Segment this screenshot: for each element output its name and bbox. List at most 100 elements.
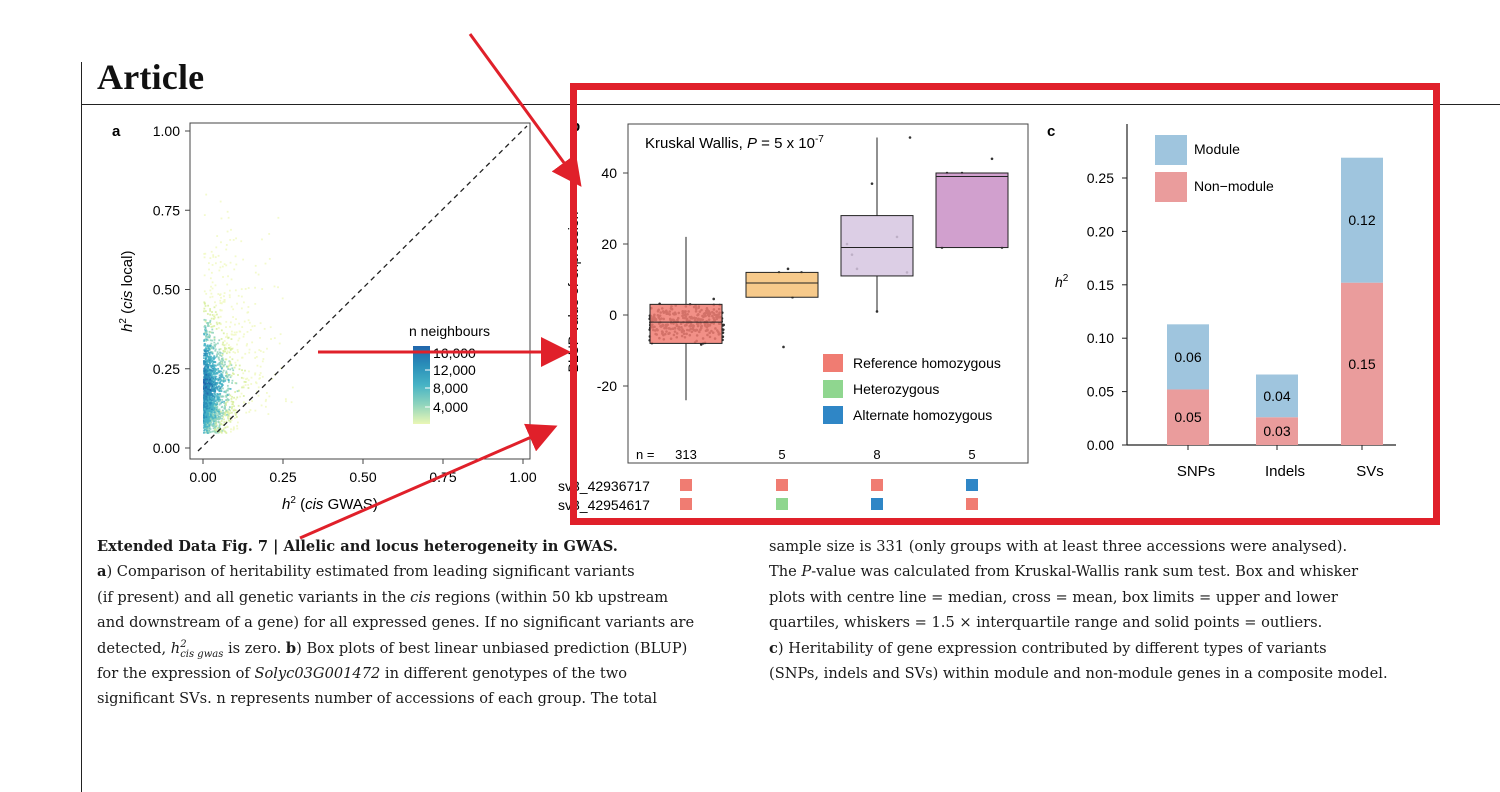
scatter-point [215,304,218,307]
group-count: 313 [675,447,697,462]
scatter-point [209,422,212,425]
box [840,215,914,277]
scatter-point [209,358,212,361]
scatter-point [230,407,233,410]
scatter-point [220,355,223,357]
panel-a: a 0.000.250.500.751.000.000.250.500.751.… [112,122,537,513]
scatter-point [234,413,237,416]
scatter-point [261,375,264,378]
scatter-point [214,316,216,319]
genotype-square [776,498,788,510]
scatter-point [206,411,209,414]
scatter-point [248,321,251,324]
scatter-point [242,301,245,304]
scatter-point [206,313,209,315]
scatter-point [225,420,228,423]
scatter-point [242,258,245,261]
genotype-square [871,479,883,491]
scatter-point [265,398,267,401]
scatter-point [219,293,222,296]
scatter-point [238,337,241,340]
scatter-point [216,323,219,326]
scatter-point [215,423,218,426]
panel-c-ylabel: h2 [1055,273,1069,290]
scatter-point [212,400,215,403]
scatter-point [219,323,222,326]
scatter-point [225,347,228,350]
scatter-point [208,377,211,380]
scatter-point [213,364,216,367]
scatter-point [209,428,212,430]
scatter-point [212,414,215,417]
scatter-point [205,354,208,356]
scatter-point [207,420,210,423]
scatter-point [203,333,206,336]
scatter-point [226,411,229,414]
scatter-point [215,410,218,413]
scatter-point [207,322,210,324]
scatter-point [219,416,221,419]
scatter-point [206,394,208,397]
scatter-point [217,395,219,398]
scatter-point [220,373,223,375]
scatter-point [207,360,210,363]
y-tick-label: 0.25 [153,361,180,377]
scatter-point [214,416,217,419]
scatter-point [214,393,216,396]
scatter-point [215,412,218,415]
scatter-point [211,367,214,370]
scatter-point [218,396,221,399]
scatter-point [219,360,222,363]
scatter-point [204,344,207,347]
scatter-point [257,386,260,389]
scatter-point [204,426,207,428]
scatter-point [223,263,226,266]
scatter-point [209,323,212,326]
scatter-point [205,375,207,378]
scatter-point [212,255,215,258]
scatter-point [228,419,230,422]
scatter-point [219,394,221,397]
scatter-point [223,344,226,347]
scatter-point [233,408,236,411]
scatter-point [229,368,232,371]
scatter-point [214,390,217,393]
scatter-point [213,366,215,369]
scatter-point [221,343,224,346]
scatter-point [203,252,206,255]
scatter-point [220,388,222,391]
scatter-point [215,418,218,420]
scatter-point [205,339,208,342]
page-margin-rule [81,62,82,792]
scatter-point [248,402,250,404]
scatter-point [217,408,219,411]
scatter-point [225,320,228,323]
scatter-point [207,408,209,411]
scatter-point [227,379,230,382]
scatter-point [240,295,243,298]
scatter-point [217,352,220,355]
scatter-point [261,360,264,363]
scatter-point [209,389,212,391]
scatter-point [221,352,224,355]
caption-line: c) Heritability of gene expression contr… [769,639,1327,657]
scatter-point [208,382,211,385]
scatter-point [212,356,215,359]
scatter-point [204,305,207,307]
scatter-point [206,347,208,350]
scatter-point [247,379,250,382]
scatter-point [216,351,219,354]
scatter-point [230,364,233,367]
scatter-point [217,421,220,424]
scatter-point [234,417,236,419]
y-tick-label: 0.25 [1087,170,1114,186]
scatter-point [232,351,235,353]
scatter-point [217,428,220,431]
scatter-point [237,351,239,353]
scatter-point [219,378,222,381]
scatter-point [242,401,245,404]
jitter-point [712,297,716,301]
scatter-point [212,377,214,379]
scatter-point [205,334,208,337]
bar-segment-module [1167,324,1209,390]
